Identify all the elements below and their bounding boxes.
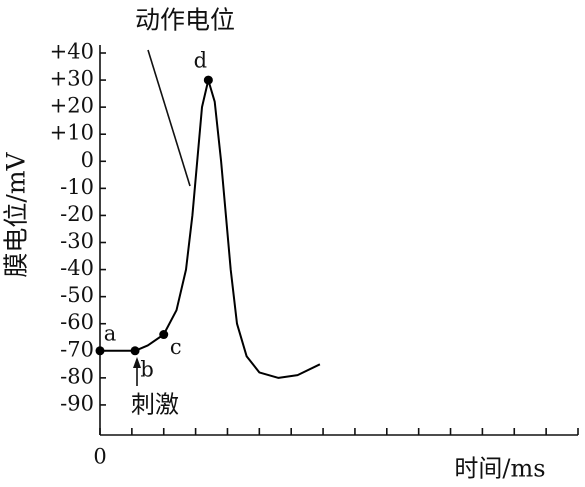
y-tick-label: -60 xyxy=(60,310,94,334)
annotation-pointer xyxy=(147,49,191,187)
line xyxy=(100,79,321,379)
y-tick-label: +20 xyxy=(50,94,94,118)
y-tick-label: -20 xyxy=(60,202,94,226)
y-tick-label: -30 xyxy=(60,229,94,253)
point-label: c xyxy=(170,335,182,359)
point xyxy=(130,346,140,356)
y-axis-label: 膜电位/mV xyxy=(2,151,31,277)
point-label: b xyxy=(140,357,153,381)
y-tick-label: +40 xyxy=(50,40,94,64)
x-axis-label: 时间/ms xyxy=(454,455,545,483)
point xyxy=(159,330,169,340)
point xyxy=(95,346,105,356)
x-tick-label: 0 xyxy=(93,445,106,469)
y-tick-label: -50 xyxy=(60,283,94,307)
y-tick-label: -40 xyxy=(60,256,94,280)
stimulus-arrow-head xyxy=(133,357,141,368)
point-label: a xyxy=(104,321,117,345)
y-tick-label: +30 xyxy=(50,67,94,91)
annotation: 刺激 xyxy=(131,391,179,419)
y-tick-label: -70 xyxy=(60,337,94,361)
y-tick-label: +10 xyxy=(50,121,94,145)
y-tick-label: 0 xyxy=(81,148,94,172)
y-tick-label: -80 xyxy=(60,364,94,388)
annotation: 动作电位 xyxy=(135,6,235,35)
y-tick-label: -10 xyxy=(60,175,94,199)
point-label: d xyxy=(194,49,207,73)
point xyxy=(203,75,213,85)
y-tick-label: -90 xyxy=(60,391,94,415)
